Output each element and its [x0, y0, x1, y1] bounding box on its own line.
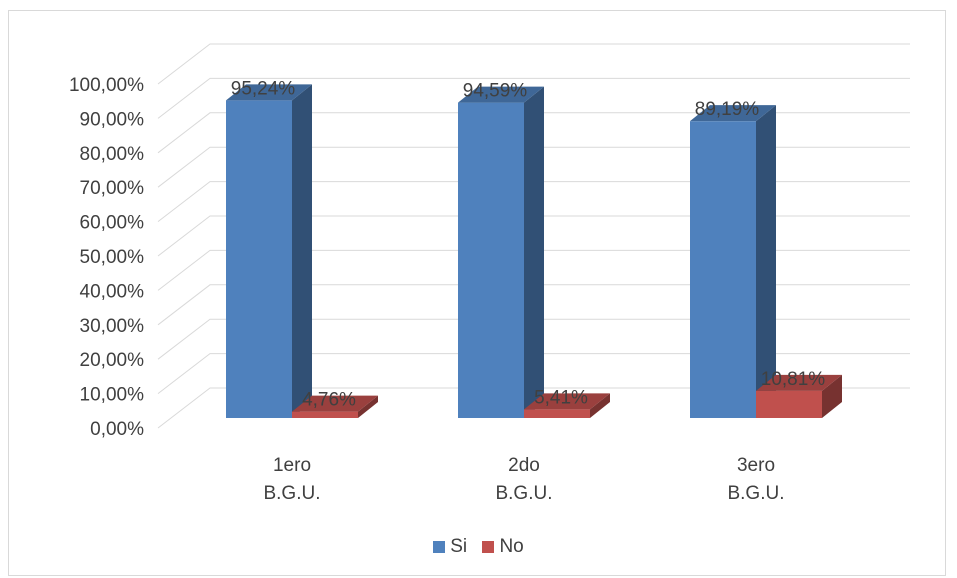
y-tick-label: 20,00% [80, 350, 145, 371]
gridline [157, 215, 910, 257]
gridline [157, 387, 910, 429]
legend-label-no: No [499, 536, 524, 557]
bar-no-side [590, 393, 610, 418]
x-category-label: B.G.U. [263, 483, 320, 504]
bar-si-front [690, 121, 756, 418]
data-label: 5,41% [534, 387, 588, 408]
data-label: 4,76% [302, 390, 356, 411]
x-category-label: 2do [508, 455, 540, 476]
x-category-label: 1ero [273, 455, 311, 476]
bar-no-top [292, 395, 378, 412]
gridline [157, 284, 910, 326]
legend: Si No [0, 536, 957, 559]
bar-no-side [358, 395, 378, 418]
y-tick-label: 50,00% [80, 247, 145, 268]
x-category-label: 3ero [737, 455, 775, 476]
bar-no-front [292, 411, 358, 418]
y-tick-label: 60,00% [80, 213, 145, 234]
gridline [157, 146, 910, 188]
y-tick-label: 90,00% [80, 109, 145, 130]
bar-no-side [822, 374, 842, 418]
bar-si-top [690, 105, 776, 122]
y-tick-label: 70,00% [80, 178, 145, 199]
data-label: 95,24% [231, 78, 296, 99]
bar-si-side [292, 84, 312, 419]
data-label: 10,81% [761, 369, 826, 390]
bar-si-side [756, 105, 776, 418]
bar-no-top [524, 393, 610, 410]
y-tick-label: 10,00% [80, 385, 145, 406]
bar-si-top [458, 86, 544, 103]
gridline [157, 249, 910, 291]
x-category-label: B.G.U. [495, 483, 552, 504]
data-label: 94,59% [463, 81, 528, 102]
gridline [157, 353, 910, 394]
y-tick-label: 30,00% [80, 316, 145, 337]
gridline [157, 318, 910, 360]
gridline [157, 43, 910, 85]
gridline [157, 77, 910, 119]
x-category-label: B.G.U. [727, 483, 784, 504]
y-tick-label: 0,00% [90, 419, 144, 440]
legend-swatch-no [482, 541, 495, 553]
y-tick-label: 100,00% [69, 75, 144, 96]
bar-si-front [458, 102, 524, 418]
legend-label-si: Si [450, 536, 468, 557]
legend-item-si: Si [433, 536, 467, 558]
bar-si-side [524, 86, 544, 418]
legend-item-no: No [482, 536, 524, 558]
y-tick-label: 80,00% [80, 144, 145, 165]
bar-no-top [756, 374, 842, 391]
gridline [157, 181, 910, 222]
bar-no-front [756, 390, 822, 418]
bar-si-front [226, 100, 292, 419]
bar-no-front [524, 409, 590, 418]
bar-si-top [226, 84, 312, 101]
legend-swatch-si [433, 541, 446, 553]
y-tick-label: 40,00% [80, 281, 145, 302]
data-label: 89,19% [695, 99, 760, 120]
gridline [157, 112, 910, 154]
